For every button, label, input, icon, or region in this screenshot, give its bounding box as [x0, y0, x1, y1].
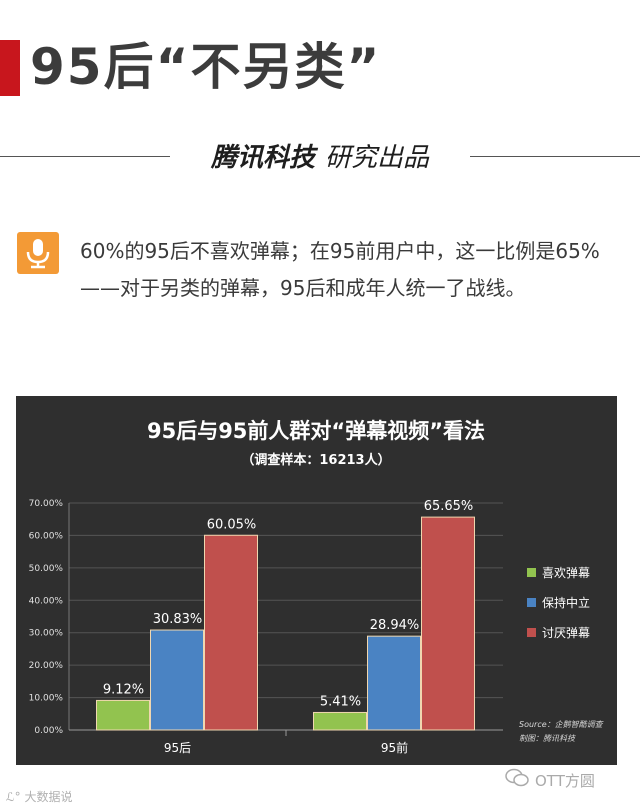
legend-swatch	[527, 568, 536, 577]
y-tick-label: 50.00%	[29, 564, 64, 574]
microphone-icon	[17, 232, 59, 274]
x-tick-label: 95前	[381, 740, 408, 755]
data-label: 5.41%	[320, 694, 361, 709]
weibo-logo-icon: ℒ°	[6, 790, 25, 804]
page-title: 95后“不另类”	[30, 38, 382, 96]
watermark-right: OTT方圆	[505, 768, 595, 792]
bar	[421, 516, 475, 731]
y-tick-label: 60.00%	[29, 531, 64, 541]
bar	[150, 629, 204, 731]
bar	[313, 711, 367, 731]
source-note: Source：企鹅智酷调查	[519, 720, 604, 729]
quote-text: 60%的95后不喜欢弹幕；在95前用户中，这一比例是65%——对于另类的弹幕，9…	[80, 239, 600, 300]
credit-line: 腾讯科技 研究出品	[170, 134, 470, 176]
bar	[367, 635, 421, 731]
x-tick-label: 95后	[164, 741, 191, 755]
bar	[204, 534, 258, 731]
legend-label: 喜欢弹幕	[542, 565, 590, 580]
watermark-right-text: OTT方圆	[535, 771, 595, 790]
data-label: 65.65%	[424, 499, 474, 514]
chart-subtitle: （调查样本：16213人）	[241, 452, 390, 468]
data-label: 9.12%	[103, 682, 144, 697]
legend-swatch	[527, 628, 536, 637]
source-note: 制图：腾讯科技	[519, 734, 576, 743]
chart-title: 95后与95前人群对“弹幕视频”看法	[147, 419, 485, 443]
y-tick-label: 30.00%	[29, 629, 64, 639]
wechat-icon	[505, 768, 529, 792]
y-tick-label: 70.00%	[29, 499, 64, 509]
credit-suffix: 研究出品	[325, 142, 430, 173]
legend-label: 保持中立	[542, 595, 590, 610]
data-label: 28.94%	[370, 618, 420, 633]
chart-panel: 95后与95前人群对“弹幕视频”看法 （调查样本：16213人） 0.00% 10.0…	[16, 396, 617, 765]
legend-swatch	[527, 598, 536, 607]
y-tick-label: 40.00%	[29, 596, 64, 606]
legend-label: 讨厌弹幕	[542, 626, 590, 640]
bar	[96, 699, 150, 731]
title-accent-bar	[0, 40, 20, 96]
credit-brand: 腾讯科技	[210, 142, 315, 173]
watermark-left: ℒ° 大数据说	[6, 790, 73, 804]
bar-chart: 95后与95前人群对“弹幕视频”看法 （调查样本：16213人） 0.00% 10.0…	[29, 419, 604, 755]
y-tick-label: 20.00%	[29, 661, 64, 671]
y-tick-label: 10.00%	[29, 694, 64, 704]
data-label: 60.05%	[207, 517, 257, 532]
data-label: 30.83%	[153, 612, 203, 627]
y-tick-label: 0.00%	[34, 726, 63, 736]
